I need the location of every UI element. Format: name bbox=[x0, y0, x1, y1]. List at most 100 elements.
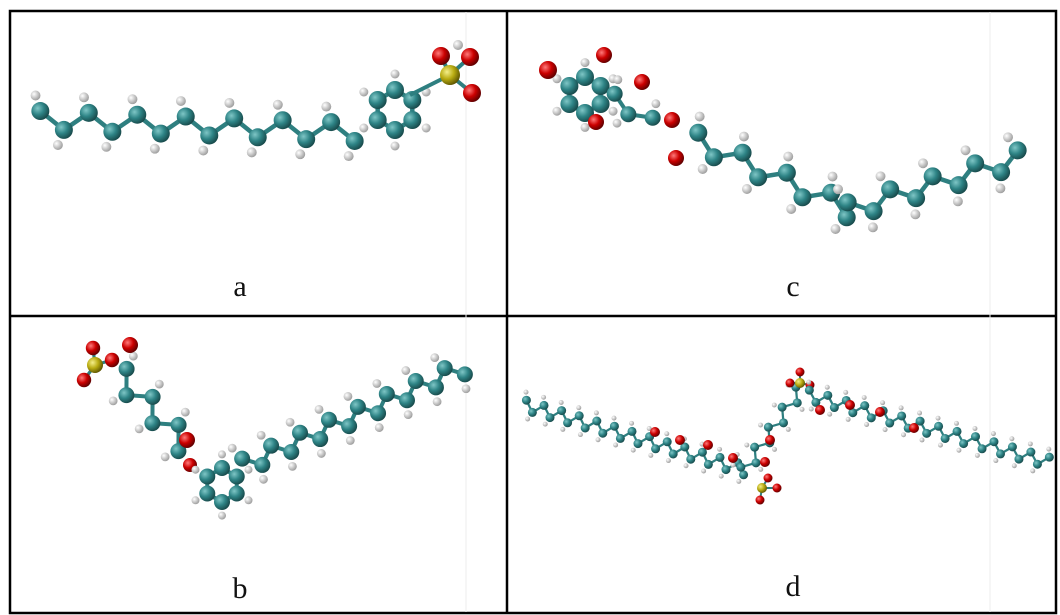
atom bbox=[557, 406, 567, 416]
atom bbox=[456, 366, 473, 383]
atom bbox=[248, 128, 267, 147]
atom bbox=[259, 474, 268, 484]
atom bbox=[792, 398, 802, 408]
atom bbox=[596, 47, 612, 63]
atom bbox=[845, 400, 855, 410]
atom bbox=[827, 171, 838, 182]
atom bbox=[758, 422, 764, 428]
atom bbox=[615, 433, 625, 443]
atom bbox=[191, 465, 200, 474]
atom bbox=[390, 141, 400, 151]
atom bbox=[815, 405, 825, 415]
atom bbox=[733, 143, 752, 162]
atom bbox=[118, 387, 135, 404]
atom bbox=[179, 432, 195, 448]
atom bbox=[87, 357, 103, 373]
atom bbox=[320, 411, 337, 428]
atom bbox=[593, 410, 599, 416]
atom bbox=[630, 447, 636, 453]
atom bbox=[398, 392, 415, 409]
atom bbox=[808, 406, 814, 412]
atom bbox=[960, 145, 971, 156]
atom bbox=[633, 439, 643, 449]
atom bbox=[954, 420, 959, 426]
atom bbox=[122, 337, 138, 353]
atom bbox=[778, 418, 788, 428]
atom bbox=[576, 405, 582, 411]
atom bbox=[718, 473, 724, 479]
atom bbox=[751, 458, 761, 468]
atom bbox=[539, 61, 557, 79]
atom bbox=[993, 458, 999, 464]
atom bbox=[715, 452, 725, 462]
atom bbox=[430, 353, 440, 363]
atom bbox=[374, 423, 384, 432]
atom bbox=[910, 209, 921, 220]
atom bbox=[739, 131, 749, 142]
atom bbox=[837, 208, 856, 227]
atom bbox=[1009, 436, 1015, 442]
atom bbox=[664, 112, 680, 128]
atom bbox=[595, 437, 601, 443]
atom bbox=[838, 193, 857, 212]
atom bbox=[728, 453, 738, 463]
atom bbox=[345, 131, 364, 150]
atom bbox=[244, 496, 253, 505]
atom bbox=[370, 405, 387, 422]
atom bbox=[703, 440, 713, 450]
atom bbox=[79, 103, 98, 122]
atom bbox=[739, 470, 749, 480]
atom bbox=[432, 397, 442, 407]
atom bbox=[701, 468, 707, 474]
atom bbox=[285, 417, 295, 427]
atom bbox=[934, 421, 944, 431]
atom bbox=[629, 420, 635, 426]
atom bbox=[254, 456, 271, 473]
atom bbox=[199, 485, 216, 502]
atom bbox=[668, 150, 684, 166]
atom bbox=[314, 404, 324, 414]
atom bbox=[864, 202, 883, 221]
atom bbox=[793, 188, 812, 207]
atom bbox=[523, 389, 529, 395]
molecules bbox=[30, 40, 1054, 520]
atom bbox=[234, 450, 251, 467]
atom bbox=[627, 426, 637, 436]
panel-label: b bbox=[233, 572, 248, 605]
atom bbox=[620, 106, 637, 123]
atom bbox=[378, 385, 395, 402]
atom bbox=[697, 164, 708, 174]
atom bbox=[576, 68, 594, 86]
atom bbox=[721, 465, 731, 475]
atom bbox=[995, 183, 1006, 194]
atom bbox=[935, 415, 941, 421]
atom bbox=[919, 437, 925, 443]
atom bbox=[390, 69, 400, 79]
atom bbox=[386, 81, 404, 99]
atom bbox=[134, 424, 144, 434]
atom bbox=[214, 460, 230, 476]
atom bbox=[843, 389, 849, 395]
atom bbox=[591, 95, 610, 113]
atom bbox=[730, 462, 736, 468]
atom bbox=[749, 168, 768, 187]
atom bbox=[613, 442, 619, 448]
atom bbox=[785, 378, 795, 388]
atom bbox=[675, 435, 685, 445]
atom bbox=[651, 99, 661, 109]
atom bbox=[848, 408, 858, 418]
atom bbox=[225, 109, 244, 128]
atom bbox=[580, 423, 590, 433]
atom bbox=[1032, 459, 1042, 469]
atom bbox=[386, 121, 404, 139]
atom bbox=[804, 385, 814, 395]
atom bbox=[321, 101, 332, 112]
atom bbox=[407, 373, 424, 390]
atom bbox=[1014, 454, 1024, 464]
atom bbox=[128, 105, 147, 124]
atom bbox=[552, 106, 562, 116]
atom bbox=[686, 454, 696, 464]
atom bbox=[85, 340, 101, 356]
atom bbox=[898, 405, 904, 411]
atom bbox=[755, 495, 765, 505]
